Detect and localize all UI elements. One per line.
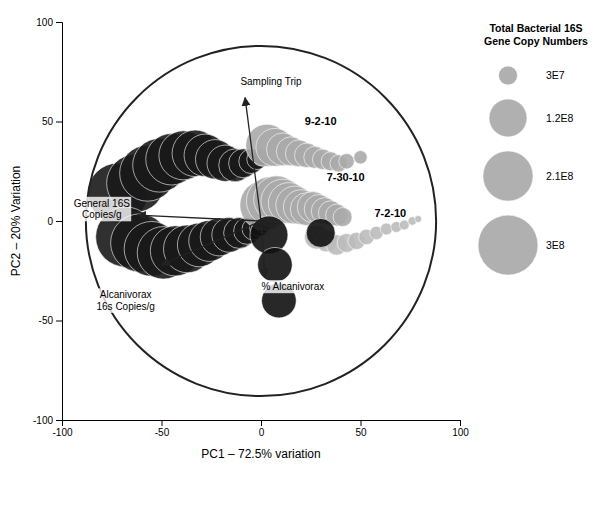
correlation-circle (86, 46, 436, 396)
legend-symbol (478, 215, 538, 275)
tick-label: -100 (33, 415, 53, 426)
tick: 100 (452, 420, 469, 438)
x-axis: -100 -50 0 50 100 (52, 420, 469, 438)
tick-label: 50 (42, 116, 54, 127)
bubble (415, 216, 422, 223)
series (246, 124, 367, 172)
group-label: 9-2-10 (305, 115, 337, 127)
legend-symbol (499, 66, 518, 85)
y-axis-title: PC2 – 20% Variation (9, 166, 23, 277)
axis-line (63, 421, 461, 427)
tick: 0 (259, 420, 265, 438)
biplot-arrow (162, 221, 262, 265)
bubble (399, 220, 409, 230)
series (304, 216, 421, 256)
tick-mark (162, 420, 163, 426)
bubble (339, 154, 354, 169)
legend-title: Total Bacterial 16SGene Copy Numbers (484, 22, 588, 47)
arrow-label: % Alcanivorax (261, 281, 324, 292)
tick-label: -50 (155, 427, 170, 438)
tick: -100 (33, 415, 62, 426)
legend-symbol (483, 151, 533, 201)
group-label: 7-30-10 (327, 171, 365, 183)
bubble (333, 208, 352, 227)
tick: 100 (36, 17, 62, 28)
biplot-arrow (138, 215, 261, 221)
arrow-label: General 16SCopies/g (74, 198, 130, 221)
tick-label: 50 (355, 427, 367, 438)
bubble (306, 218, 335, 247)
arrow-label: Sampling Trip (240, 76, 302, 87)
chart: -100 -50 0 50 100 -100 -50 0 50 100 PC1 – 72.5% va… (0, 0, 600, 507)
tick-label: -50 (39, 315, 54, 326)
tick: -50 (39, 315, 62, 326)
tick-mark (56, 321, 62, 322)
arrow-label: Alcanivorax16s Copies/g (96, 289, 154, 312)
biplot-arrow (245, 98, 261, 221)
tick-label: 0 (259, 427, 265, 438)
legend-label: 1.2E8 (546, 112, 574, 124)
group-label: 7-2-10 (374, 207, 406, 219)
axis-line (56, 23, 63, 421)
plot-area (86, 46, 436, 396)
bubble (354, 151, 367, 164)
label-background (95, 288, 155, 313)
label-background (260, 280, 325, 293)
annotations: General 16SCopies/g Alcanivorax16s Copies… (73, 75, 407, 313)
tick-mark (56, 221, 62, 222)
biplot-arrow (261, 221, 265, 277)
tick: -50 (155, 420, 170, 438)
series (250, 216, 335, 318)
tick-mark (460, 420, 461, 426)
legend-label: 2.1E8 (546, 170, 574, 182)
tick-mark (361, 420, 362, 426)
y-axis: -100 -50 0 50 100 (33, 17, 63, 426)
tick-mark (261, 420, 262, 426)
tick-mark (56, 22, 62, 23)
x-axis-title: PC1 – 72.5% variation (201, 447, 320, 461)
tick-mark (56, 420, 62, 421)
label-background (73, 197, 131, 222)
legend: Total Bacterial 16SGene Copy Numbers 3E7 1… (478, 22, 588, 275)
tick-label: 0 (47, 216, 53, 227)
legend-label: 3E8 (546, 239, 565, 251)
tick: -100 (52, 420, 72, 438)
legend-symbol (489, 99, 527, 137)
tick-label: -100 (52, 427, 72, 438)
tick-mark (56, 122, 62, 123)
tick: 50 (355, 420, 367, 438)
tick-label: 100 (452, 427, 469, 438)
tick: 50 (42, 116, 62, 127)
label-background (239, 75, 303, 88)
tick-label: 100 (36, 17, 53, 28)
legend-label: 3E7 (546, 69, 565, 81)
bubble (380, 223, 392, 235)
tick: 0 (47, 216, 62, 227)
